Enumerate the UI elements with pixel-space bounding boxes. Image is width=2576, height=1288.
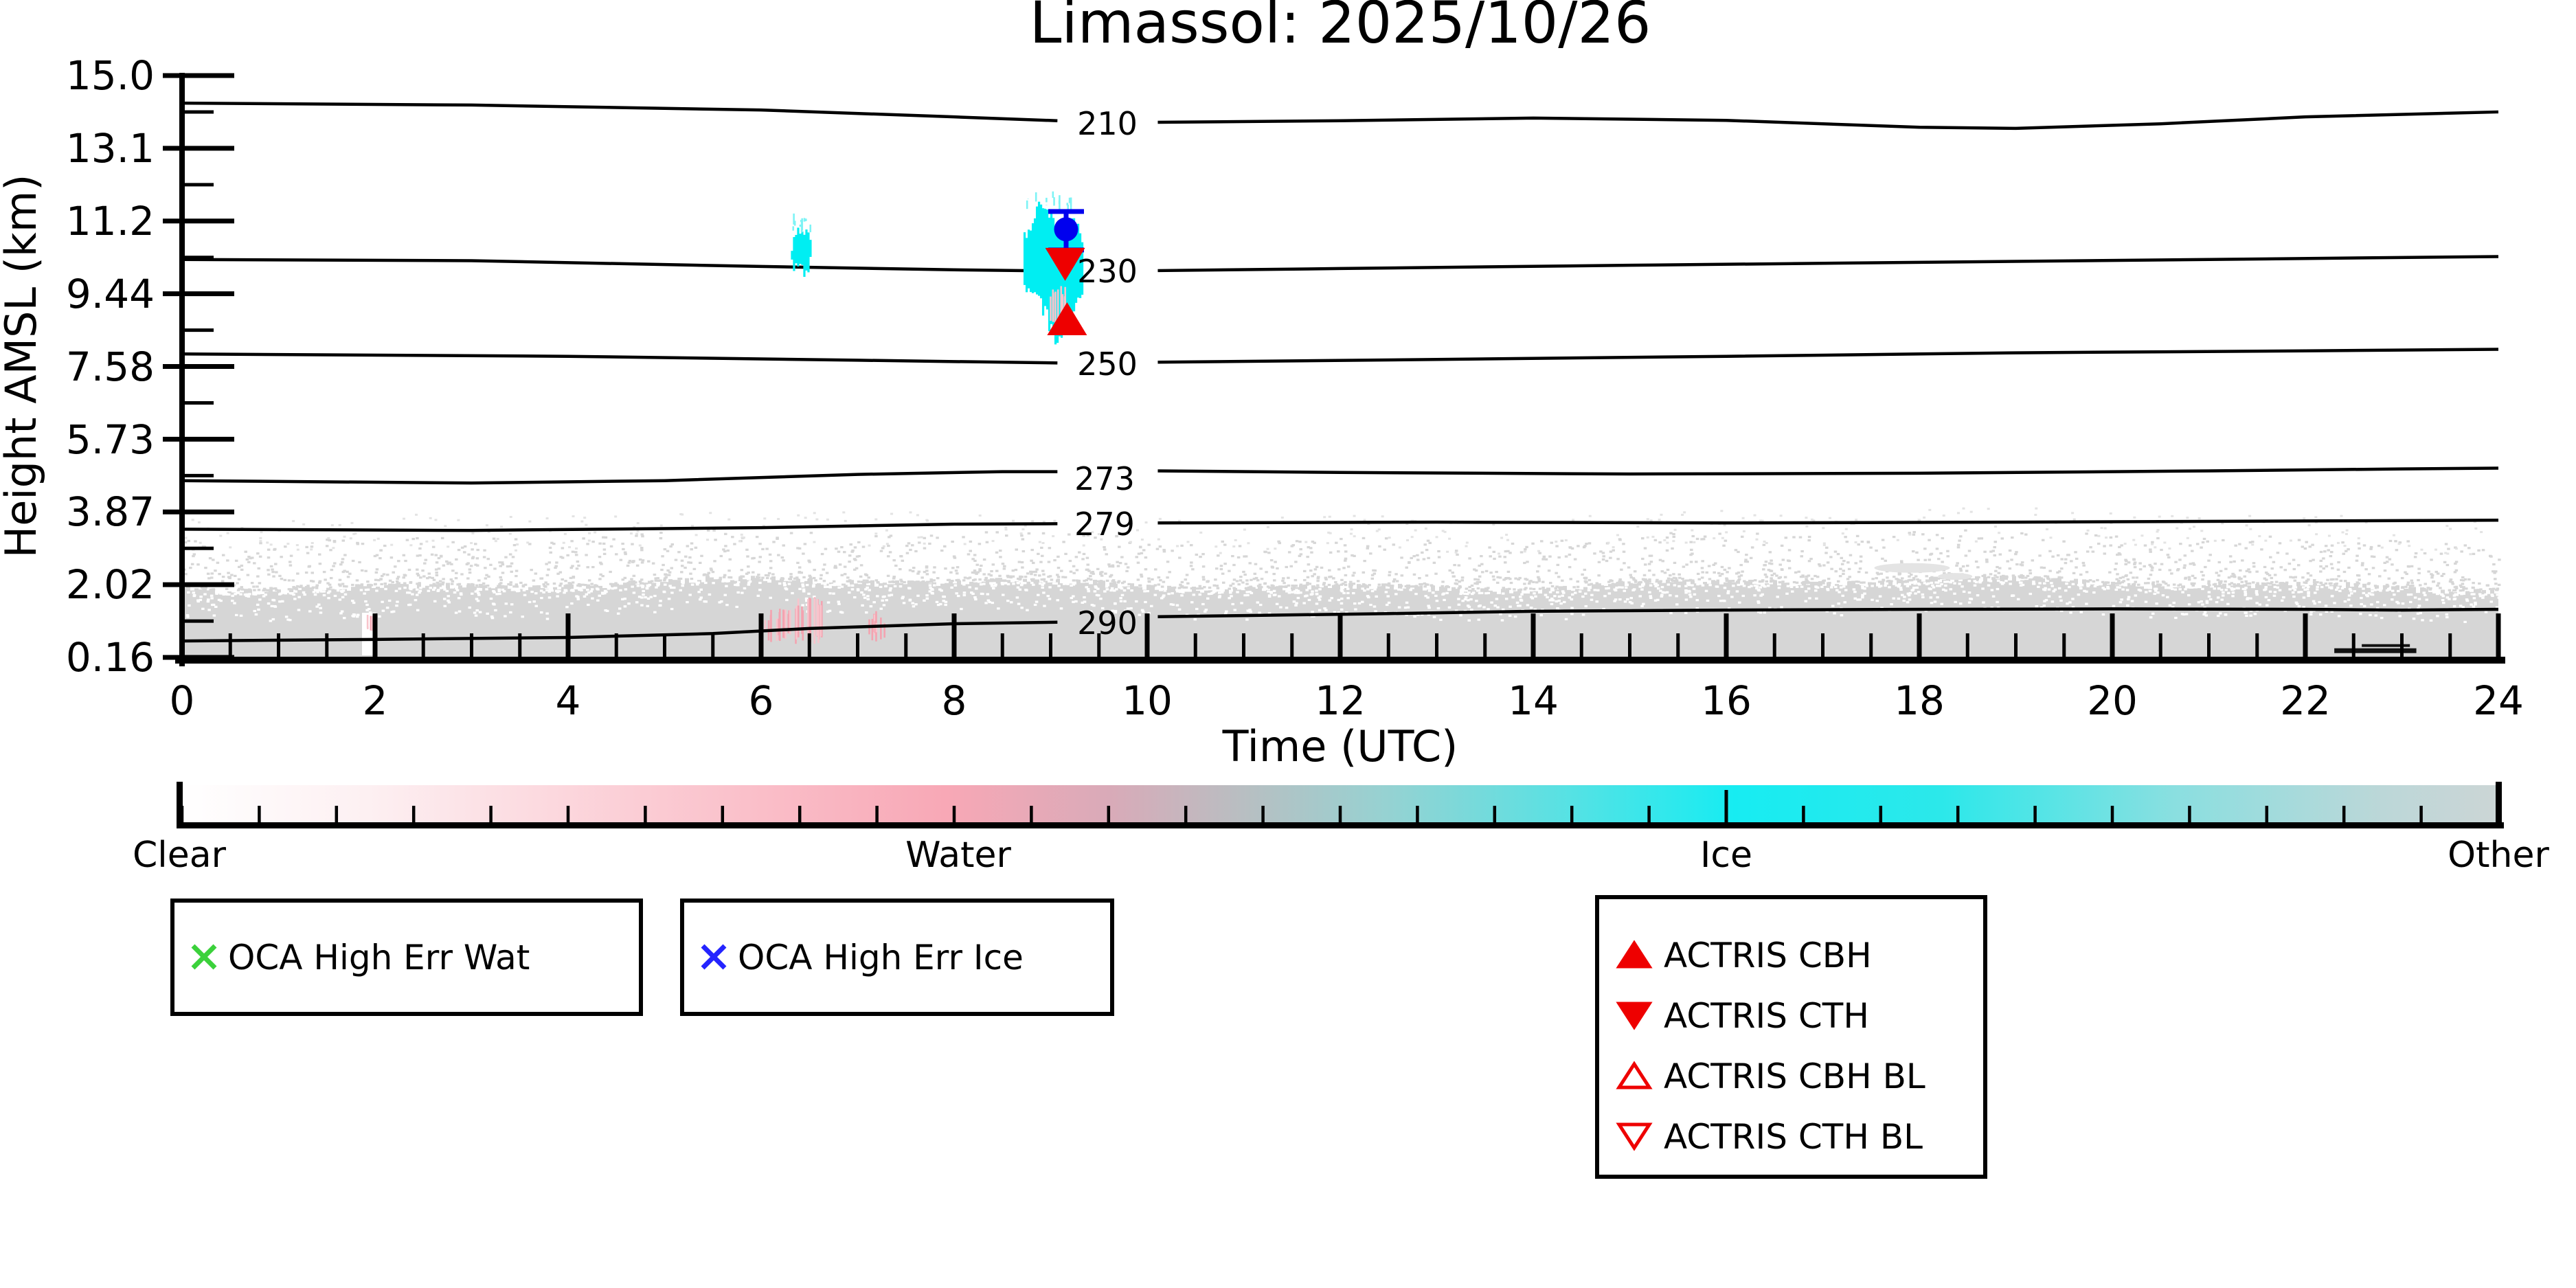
y-tick-label: 3.87 [66, 488, 155, 535]
y-tick-label: 0.16 [66, 634, 155, 681]
contour-line-230 [181, 258, 1058, 273]
dark-streak [2334, 644, 2417, 653]
x-tick-label: 24 [2473, 677, 2524, 724]
x-tick-label: 2 [363, 677, 388, 724]
x-tick-label: 16 [1701, 677, 1752, 724]
contour-line-230 [1157, 255, 2499, 273]
x-tick-label: 22 [2280, 677, 2331, 724]
contour-line-250 [181, 352, 1058, 365]
y-tick-label: 11.2 [66, 198, 155, 245]
x-tick-label: 20 [2087, 677, 2138, 724]
colorbar-label-clear: Clear [133, 835, 227, 876]
contour-line-273 [181, 470, 1058, 485]
triangle-down-filled-icon [1616, 1002, 1653, 1030]
isotherm-contours [181, 101, 2499, 643]
y-tick-label: 13.1 [66, 125, 155, 172]
x-tick-label: 0 [170, 677, 195, 724]
actris-cbh-marker-icon [1047, 302, 1087, 336]
legend-actris-cth-label: ACTRIS CTH [1664, 996, 1869, 1036]
x-tick-label: 18 [1894, 677, 1945, 724]
legend-actris-cth-bl-label: ACTRIS CTH BL [1664, 1117, 1923, 1157]
x-tick-label: 12 [1315, 677, 1366, 724]
band-top-speckle-texture [183, 507, 2501, 624]
contour-line-210 [1157, 110, 2499, 131]
x-tick-label: 14 [1508, 677, 1559, 724]
contour-line-273 [1157, 466, 2499, 476]
contour-label-279: 279 [1074, 506, 1135, 543]
x-tick-label: 8 [942, 677, 967, 724]
legend-actris-cbh-label: ACTRIS CBH [1664, 936, 1872, 975]
contour-label-250: 250 [1077, 346, 1138, 383]
triangle-up-open-icon [1616, 1061, 1653, 1089]
contour-line-210 [181, 101, 1058, 123]
axes-spines [175, 73, 2505, 666]
colorbar [177, 782, 2504, 828]
colorbar-label-ice: Ice [1700, 835, 1752, 876]
contour-label-230: 230 [1077, 253, 1138, 290]
marker-layer [1045, 209, 1087, 336]
x-axis-ticks [179, 613, 2501, 657]
y-axis-title: Height AMSL (km) [0, 174, 46, 558]
legend-box-oca-wat [170, 899, 643, 1016]
legend-box-oca-ice [680, 899, 1114, 1016]
y-tick-label: 5.73 [66, 416, 155, 463]
plot-text-layer: Limassol: 2025/10/26 Height AMSL (km) Ti… [0, 0, 2549, 1157]
x-tick-label: 6 [749, 677, 774, 724]
actris-cth-marker-icon [1045, 247, 1085, 281]
x-axis-title: Time (UTC) [1222, 721, 1458, 771]
legend-oca-wat-label: OCA High Err Wat [228, 938, 530, 978]
contour-label-290: 290 [1077, 605, 1138, 642]
triangle-down-open-icon [1616, 1122, 1653, 1151]
y-tick-label: 9.44 [66, 271, 155, 317]
legend-actris-cbh-bl-label: ACTRIS CBH BL [1664, 1057, 1925, 1096]
contour-line-279 [181, 522, 1058, 532]
contour-line-250 [1157, 348, 2499, 364]
legend-box-actris [1595, 895, 1987, 1179]
x-tick-label: 4 [556, 677, 581, 724]
observation-markers [1045, 209, 1087, 336]
legend-oca-ice-label: OCA High Err Ice [738, 938, 1024, 978]
contour-label-210: 210 [1077, 105, 1138, 142]
faint-gray-patch [1874, 563, 1973, 580]
colorbar-label-water: Water [905, 835, 1011, 876]
legend-boxes [170, 895, 1987, 1179]
green-x-icon [191, 944, 217, 970]
contour-line-290 [181, 620, 1058, 643]
blue-x-icon [701, 944, 727, 970]
y-axis-ticks [163, 73, 234, 660]
colorbar-label-other: Other [2448, 835, 2549, 876]
y-tick-label: 7.58 [66, 343, 155, 390]
triangle-up-filled-icon [1616, 940, 1653, 969]
contour-label-273: 273 [1074, 460, 1135, 497]
x-tick-label: 10 [1122, 677, 1173, 724]
page-title: Limassol: 2025/10/26 [1030, 0, 1651, 56]
y-tick-label: 15.0 [66, 52, 155, 99]
oca-point-icon [1054, 217, 1078, 242]
y-tick-label: 2.02 [66, 561, 155, 608]
plot-graphics-layer [163, 73, 2505, 1179]
contour-line-290 [1157, 607, 2499, 619]
contour-line-279 [1157, 519, 2499, 525]
